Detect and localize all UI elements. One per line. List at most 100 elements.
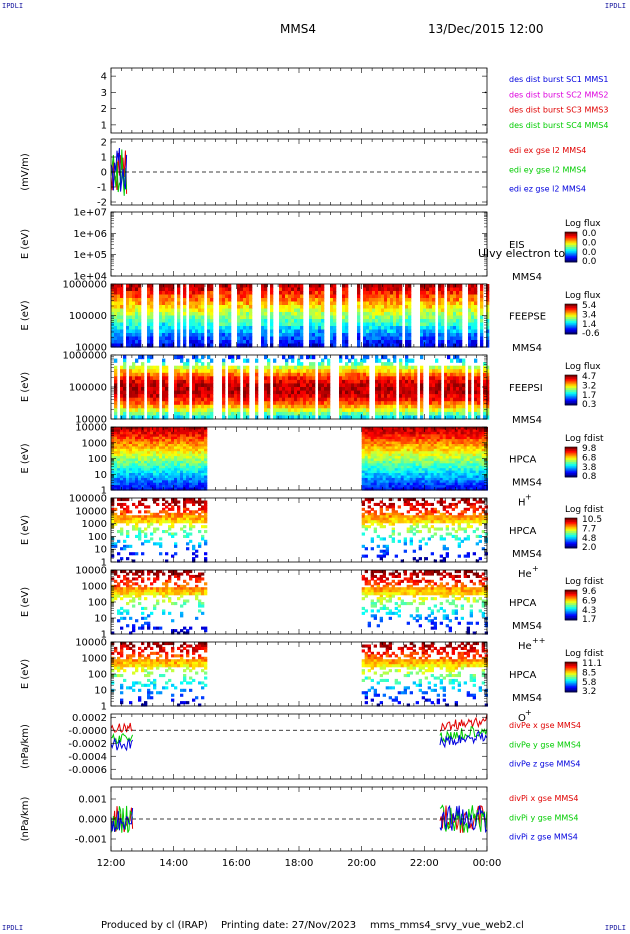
spectrogram-cell [357,312,361,317]
spectrogram-cell [375,379,379,385]
spectrogram-cell [123,355,127,360]
spectrogram-cell [189,475,193,479]
spectrogram-cell [162,333,166,338]
spectrogram-cell [393,390,397,395]
spectrogram-cell [111,340,115,345]
spectrogram-cell [192,434,196,438]
spectrogram-cell [309,415,313,420]
spectrogram-cell [129,372,133,377]
spectrogram-cell [321,284,325,289]
spectrogram-cell [471,326,475,331]
spectrogram-cell [288,301,292,306]
spectrogram-cell [162,475,166,479]
spectrogram-cell [156,431,160,435]
spectrogram-cell [120,369,124,374]
spectrogram-cell [294,379,298,385]
spectrogram-cell [159,441,163,445]
spectrogram-cell [312,315,316,320]
colorbar-cell [565,391,577,395]
y-tick-label: 1000000 [62,351,107,362]
spectrogram-cell [384,298,388,303]
spectrogram-cell [381,394,385,399]
spectrogram-cell [399,358,403,363]
spectrogram-cell [135,458,139,462]
spectrogram-cell [123,439,127,443]
spectrogram-cell [291,298,295,303]
spectrogram-cell [378,315,382,320]
spectrogram-cell [411,408,415,413]
spectrogram-cell [120,336,124,341]
spectrogram-cell [391,451,395,455]
spectrogram-cell [456,383,460,388]
spectrogram-cell [243,379,247,385]
spectrogram-cell [147,460,151,464]
spectrogram-cell [282,404,286,409]
spectrogram-cell [120,448,124,452]
spectrogram-cell [294,387,298,392]
spectrogram-cell [381,365,385,370]
spectrogram-cell [486,340,490,345]
spectrogram-cell [195,427,199,430]
spectrogram-cell [376,456,380,460]
spectrogram-cell [400,451,404,455]
spectrogram-cell [385,451,389,455]
spectrogram-cell [342,294,346,299]
spectrogram-cell [378,308,382,313]
spectrogram-cell [373,453,377,457]
spectrogram-cell [370,473,374,476]
colorbar-label: 0.0 [582,229,597,239]
spectrogram-cell [114,434,118,438]
spectrogram-cell [159,329,163,334]
spectrogram-cell [429,333,433,338]
spectrogram-cell [456,343,460,348]
spectrogram-cell [225,333,229,338]
spectrogram-cell [123,387,127,392]
spectrogram-cell [348,383,352,388]
spectrogram-cell [126,444,130,447]
spectrogram-cell [348,397,352,402]
spectrogram-cell [378,401,382,406]
spectrogram-cell [156,394,160,399]
spectrogram-cell [300,336,304,341]
spectrogram-cell [180,365,184,370]
spectrogram-cell [297,301,301,306]
spectrogram-cell [420,379,424,385]
spectrogram-cell [390,376,394,381]
spectrogram-cell [393,355,397,360]
spectrogram-cell [207,322,211,327]
spectrogram-cell [364,451,368,455]
spectrogram-cell [423,305,427,310]
spectrogram-cell [411,404,415,409]
spectrogram-cell [396,333,400,338]
spectrogram-cell [318,305,322,310]
spectrogram-cell [171,439,175,443]
spectrogram-cell [150,415,154,420]
spectrogram-cell [162,444,166,447]
y-axis-label: E (eV) [20,372,31,402]
spectrogram-cell [210,329,214,334]
spectrogram-cell [291,397,295,402]
spectrogram-cell [390,372,394,377]
spectrogram-cell [480,305,484,310]
spectrogram-cell [480,340,484,345]
spectrogram-cell [150,404,154,409]
spectrogram-cell [183,329,187,334]
spectrogram-cell [174,444,178,447]
spectrogram-cell [372,294,376,299]
spectrogram-cell [397,477,401,481]
spectrogram-cell [379,431,383,435]
spectrogram-cell [399,340,403,345]
spectrogram-cell [409,468,413,472]
spectrogram-cell [391,473,395,476]
spectrogram-cell [129,365,133,370]
spectrogram-cell [180,482,184,486]
spectrogram-cell [156,446,160,450]
spectrogram-cell [219,305,223,310]
spectrogram-cell [198,427,202,430]
spectrogram-cell [393,333,397,338]
spectrogram-cell [342,372,346,377]
spectrogram-cell [459,315,463,320]
spectrogram-cell [168,431,172,435]
spectrogram-cell [198,319,202,324]
spectrogram-cell [168,308,172,313]
